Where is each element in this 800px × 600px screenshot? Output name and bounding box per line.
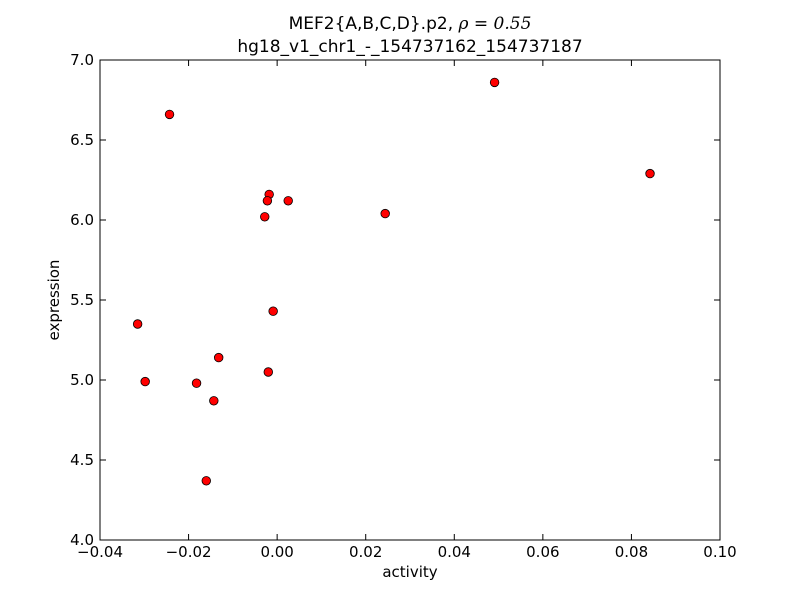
data-point <box>132 319 143 329</box>
y-tick-label: 4.5 <box>70 451 94 469</box>
chart-title: MEF2{A,B,C,D}.p2, ρ = 0.55 hg18_v1_chr1_… <box>237 14 582 57</box>
data-point <box>191 378 202 388</box>
x-tick-label: −0.04 <box>77 543 123 561</box>
data-point <box>268 306 278 316</box>
y-tick-label: 5.5 <box>70 291 94 309</box>
y-tick-label: 6.5 <box>70 131 94 149</box>
data-point <box>164 109 175 120</box>
data-point <box>260 212 270 222</box>
plot-area <box>100 60 720 540</box>
data-point <box>201 476 211 486</box>
data-point <box>283 196 293 206</box>
x-tick-label: 0.06 <box>526 543 559 561</box>
chart-title-line1: MEF2{A,B,C,D}.p2, ρ = 0.55 <box>289 14 532 34</box>
y-tick-label: 6.0 <box>70 211 94 229</box>
x-tick-label: 0.00 <box>260 543 293 561</box>
data-point <box>489 77 500 88</box>
y-tick-label: 7.0 <box>70 51 94 69</box>
x-tick-label: −0.02 <box>166 543 212 561</box>
x-tick-label: 0.10 <box>703 543 736 561</box>
data-point <box>140 376 150 387</box>
y-axis-label: expression <box>45 260 63 341</box>
plot-frame <box>99 59 721 541</box>
data-point <box>380 208 390 219</box>
data-point <box>263 367 273 377</box>
x-tick-label: 0.02 <box>349 543 382 561</box>
chart-title-line2: hg18_v1_chr1_-_154737162_154737187 <box>237 37 582 57</box>
data-point <box>213 352 224 363</box>
x-axis-label: activity <box>382 563 437 581</box>
data-points <box>132 77 655 486</box>
y-tick-label: 4.0 <box>70 531 94 549</box>
x-tick-label: 0.08 <box>615 543 648 561</box>
y-tick-label: 5.0 <box>70 371 94 389</box>
tick-labels: −0.04 −0.02 0.00 0.02 0.04 0.06 0.08 0.10 4.0 4.5… <box>70 51 737 561</box>
data-point <box>645 168 655 179</box>
data-point <box>262 196 273 206</box>
x-tick-label: 0.04 <box>438 543 471 561</box>
chart-title-rho: ρ = 0.55 <box>458 14 532 34</box>
data-point <box>209 396 219 406</box>
chart-title-prefix: MEF2{A,B,C,D}.p2, <box>289 14 459 34</box>
